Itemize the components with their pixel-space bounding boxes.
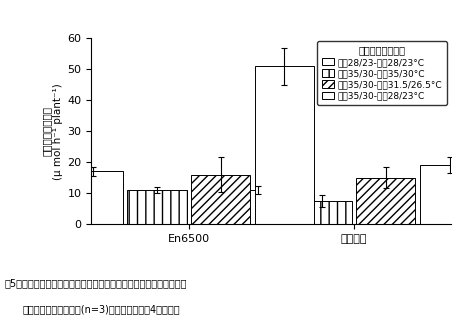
Bar xyxy=(292,201,351,224)
Bar xyxy=(355,178,415,224)
Legend: 気渨28/23-根域28/23°C, 気渨35/30-根域35/30°C, 気渨35/30-根域31.5/26.5°C, 気渨35/30-根域28/23°C: 気渨28/23-根域28/23°C, 気渨35/30-根域35/30°C, 気渨… xyxy=(316,41,446,105)
Bar xyxy=(63,172,122,224)
Bar xyxy=(254,66,313,224)
Text: 囵5．個体当たり窒素固定能（気温と根域温度が異なる場合を含む）: 囵5．個体当たり窒素固定能（気温と根域温度が異なる場合を含む） xyxy=(5,278,187,288)
Bar xyxy=(419,165,455,224)
Bar xyxy=(228,190,287,224)
Bar xyxy=(127,190,186,224)
Text: 注）エ型線は標準誤差(n=3)。実験条件は围4と同じ。: 注）エ型線は標準誤差(n=3)。実験条件は围4と同じ。 xyxy=(23,304,180,314)
Bar xyxy=(191,174,250,224)
Y-axis label: アセチレン還元能
(μ mol h⁻¹ plant⁻¹): アセチレン還元能 (μ mol h⁻¹ plant⁻¹) xyxy=(41,83,63,180)
